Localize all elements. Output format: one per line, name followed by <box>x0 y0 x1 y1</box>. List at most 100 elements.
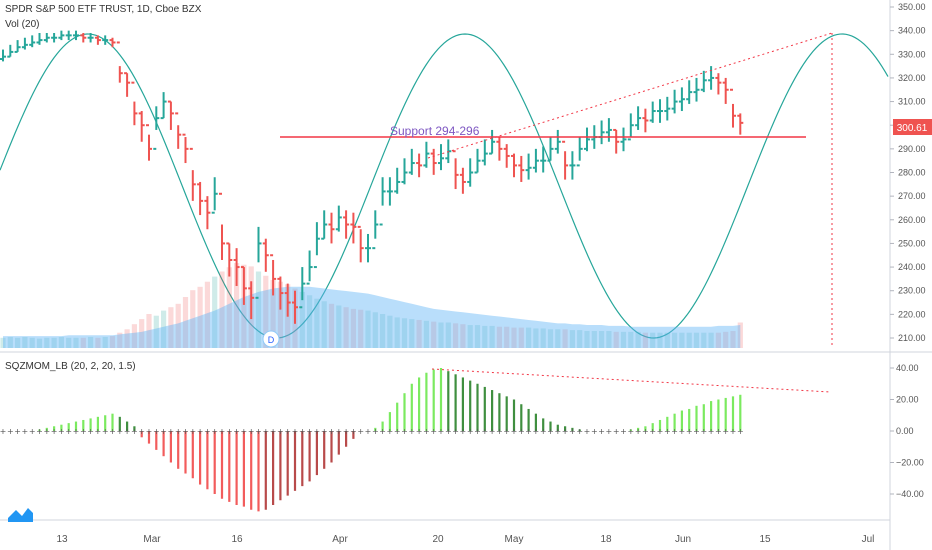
squeeze-dot: + <box>350 427 357 436</box>
price-bar <box>321 210 328 240</box>
squeeze-dot: + <box>401 427 408 436</box>
squeeze-dot: + <box>664 427 671 436</box>
squeeze-dot: + <box>197 427 204 436</box>
volume-bar <box>431 321 437 348</box>
squeeze-dot: + <box>357 427 364 436</box>
price-bar <box>153 106 160 150</box>
squeeze-dot: + <box>416 427 423 436</box>
price-tick-label: 270.00 <box>898 191 926 201</box>
squeeze-dot: + <box>248 427 255 436</box>
volume-bar <box>328 303 335 348</box>
squeeze-dot: + <box>715 427 722 436</box>
squeeze-dot: + <box>408 427 415 436</box>
squeeze-dot: + <box>36 427 43 436</box>
price-bar <box>109 37 116 48</box>
volume-bar <box>241 264 247 348</box>
volume-bar <box>606 331 612 348</box>
squeeze-dot: + <box>335 427 342 436</box>
price-bar <box>664 96 671 121</box>
price-bar <box>467 158 474 187</box>
squeeze-dot: + <box>211 427 218 436</box>
volume-bar <box>416 319 422 348</box>
logo-icon <box>8 508 33 522</box>
squeeze-dot: + <box>365 427 372 436</box>
volume-bar <box>737 322 743 348</box>
volume-bar <box>15 337 21 348</box>
price-bar <box>350 212 357 244</box>
price-bar <box>175 112 182 149</box>
price-bar <box>36 33 43 45</box>
price-bar <box>715 73 722 95</box>
volume-bar <box>533 328 539 348</box>
volume-bar <box>708 332 714 348</box>
volume-bar <box>182 297 189 348</box>
squeeze-dot: + <box>438 427 445 436</box>
squeeze-dot: + <box>43 427 50 436</box>
price-bar <box>540 146 547 173</box>
squeeze-dot: + <box>328 427 335 436</box>
squeeze-dot: + <box>547 427 554 436</box>
volume-bar <box>540 328 546 348</box>
price-bar <box>299 267 306 309</box>
osc-tick-label: 40.00 <box>896 363 919 373</box>
squeeze-dot: + <box>131 427 138 436</box>
squeeze-dot: + <box>277 427 284 436</box>
squeeze-dot: + <box>22 427 29 436</box>
squeeze-dot: + <box>518 427 525 436</box>
volume-bar <box>204 281 210 348</box>
price-bar <box>459 167 466 194</box>
price-tick-label: 210.00 <box>898 333 926 343</box>
volume-bar <box>723 331 729 348</box>
volume-bar <box>467 325 473 348</box>
volume-bar <box>234 263 240 348</box>
price-bar <box>146 124 152 161</box>
squeeze-dot: + <box>540 427 547 436</box>
price-bar <box>51 33 58 43</box>
volume-bar <box>496 326 502 348</box>
price-bar <box>532 148 539 173</box>
squeeze-dot: + <box>80 427 87 436</box>
time-axis-label: 16 <box>231 534 243 545</box>
volume-bar <box>321 301 327 348</box>
volume-bar <box>474 325 481 348</box>
price-bar <box>379 177 386 226</box>
dividend-marker-label: D <box>268 335 275 345</box>
price-bar <box>737 113 744 135</box>
price-bar <box>43 33 50 43</box>
squeeze-dot: + <box>204 427 211 436</box>
volume-bar <box>445 322 451 348</box>
volume-bar <box>336 305 342 348</box>
volume-bar <box>679 332 685 348</box>
price-tick-label: 220.00 <box>898 309 926 319</box>
price-bar <box>562 140 569 180</box>
volume-bar <box>584 331 590 348</box>
squeeze-dot: + <box>503 427 510 436</box>
price-trendline <box>427 32 833 159</box>
dividend-marker[interactable] <box>262 330 280 348</box>
volume-bar <box>73 337 79 348</box>
squeeze-dot: + <box>671 427 678 436</box>
volume-bar <box>562 329 568 348</box>
axis-layer: 210.00 220.00 230.00 240.00 250.00 260.00 270.… <box>56 2 925 545</box>
last-price-label: 300.61 <box>897 123 928 134</box>
volume-bar <box>36 338 43 348</box>
price-bar <box>292 290 298 324</box>
volume-bar <box>44 337 50 348</box>
squeeze-dot: + <box>474 427 481 436</box>
price-bar <box>240 266 247 305</box>
squeeze-dot: + <box>262 427 269 436</box>
support-label: Support 294-296 <box>390 124 480 138</box>
price-bar <box>598 120 605 145</box>
price-tick-label: 230.00 <box>898 286 926 296</box>
volume-bar <box>80 337 86 348</box>
squeeze-dot: + <box>58 427 65 436</box>
price-tick-label: 280.00 <box>898 168 926 178</box>
price-bar <box>605 118 612 142</box>
squeeze-dot: + <box>175 427 182 436</box>
volume-bar <box>489 325 495 348</box>
volume-bar <box>88 336 94 348</box>
volume-bar <box>29 337 35 348</box>
volume-bar <box>161 310 167 348</box>
price-tick-label: 320.00 <box>898 73 926 83</box>
